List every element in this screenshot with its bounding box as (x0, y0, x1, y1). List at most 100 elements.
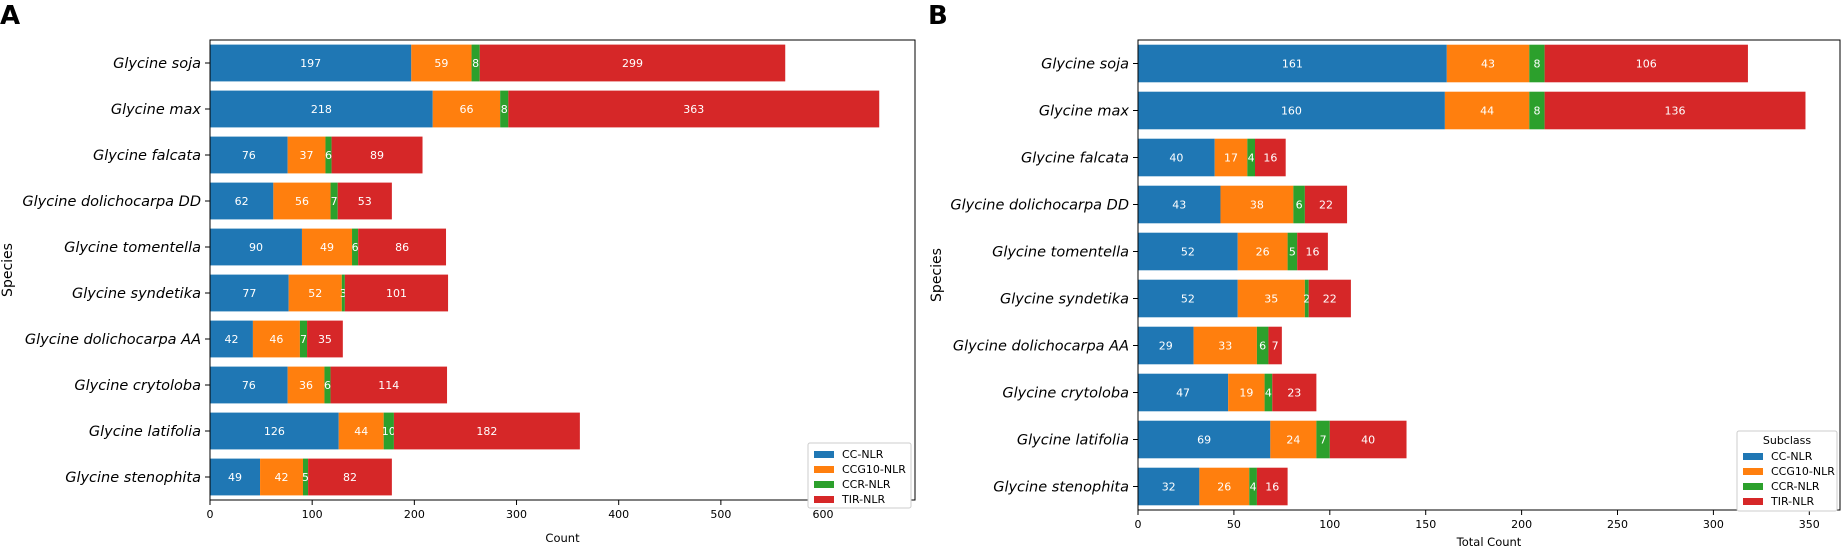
bar-segment-ccr-nlr (1287, 232, 1298, 271)
data-label: 5 (302, 471, 309, 484)
bar-segment-cc-nlr (1138, 185, 1221, 224)
data-label: 114 (378, 379, 399, 392)
x-tick-label: 0 (207, 508, 214, 521)
bar-segment-ccg10-nlr (1237, 279, 1305, 318)
bar-segment-tir-nlr (393, 412, 580, 450)
data-label: 7 (331, 195, 338, 208)
bar-segment-ccg10-nlr (1446, 44, 1530, 83)
x-tick-label: 500 (710, 508, 731, 521)
legend-entry: CCG10-NLR (842, 463, 906, 476)
bar-segment-tir-nlr (1329, 420, 1407, 459)
bar-segment-cc-nlr (210, 136, 288, 174)
bar-segment-tir-nlr (1297, 232, 1328, 271)
bar-segment-tir-nlr (331, 136, 423, 174)
data-label: 6 (1296, 199, 1303, 212)
data-label: 82 (343, 471, 357, 484)
species-label: Glycine dolichocarpa AA (953, 339, 1129, 355)
data-label: 7 (1272, 340, 1279, 353)
x-tick-label: 50 (1227, 518, 1241, 531)
plot-frame (1137, 39, 1841, 511)
data-label: 101 (386, 287, 407, 300)
data-label: 56 (295, 195, 309, 208)
data-label: 7 (300, 333, 307, 346)
data-label: 22 (1323, 293, 1337, 306)
x-tick-label: 150 (1415, 518, 1436, 531)
data-label: 126 (264, 425, 285, 438)
data-label: 22 (1319, 199, 1333, 212)
data-label: 8 (1533, 58, 1540, 71)
data-label: 35 (1264, 293, 1278, 306)
bar-segment-tir-nlr (1268, 326, 1282, 365)
bar-segment-tir-nlr (1308, 279, 1351, 318)
legend-entry: TIR-NLR (841, 493, 885, 506)
data-label: 35 (318, 333, 332, 346)
data-label: 16 (1263, 152, 1277, 165)
bar-segment-cc-nlr (210, 366, 288, 404)
bar-segment-ccg10-nlr (301, 228, 353, 266)
data-label: 38 (1250, 199, 1264, 212)
data-label: 24 (1286, 434, 1300, 447)
panel-letter: B (928, 1, 948, 31)
bar-segment-ccr-nlr (471, 44, 480, 82)
data-label: 53 (358, 195, 372, 208)
data-label: 49 (320, 241, 334, 254)
legend-swatch (1743, 468, 1763, 475)
bar-segment-ccg10-nlr (1199, 467, 1250, 506)
species-label: Glycine crytoloba (1002, 386, 1129, 402)
bar-segment-ccr-nlr (1304, 279, 1309, 318)
data-label: 52 (1181, 246, 1195, 259)
bar-segment-ccr-nlr (325, 136, 332, 174)
data-label: 76 (242, 379, 256, 392)
data-label: 160 (1281, 105, 1302, 118)
bar-segment-tir-nlr (344, 274, 449, 312)
data-label: 89 (370, 149, 384, 162)
bar-segment-ccr-nlr (1316, 420, 1330, 459)
data-label: 4 (1248, 152, 1255, 165)
species-label: Glycine falcata (93, 148, 201, 164)
data-label: 19 (1239, 387, 1253, 400)
bar-segment-ccg10-nlr (1220, 185, 1294, 224)
legend-box (807, 442, 912, 509)
bar-segment-cc-nlr (1138, 420, 1271, 459)
data-label: 5 (1289, 246, 1296, 259)
data-label: 59 (434, 57, 448, 70)
data-label: 37 (300, 149, 314, 162)
panel-letter: A (0, 1, 20, 31)
bar-segment-tir-nlr (1255, 138, 1286, 177)
species-label: Glycine stenophita (65, 470, 201, 486)
bar-segment-cc-nlr (1138, 467, 1200, 506)
bar-segment-tir-nlr (508, 90, 880, 128)
bar-segment-ccg10-nlr (411, 44, 472, 82)
data-label: 66 (459, 103, 473, 116)
bar-segment-cc-nlr (1138, 232, 1238, 271)
data-label: 6 (352, 241, 359, 254)
y-axis-label: Species (929, 248, 945, 302)
plot-frame (209, 39, 916, 501)
legend-entry: CC-NLR (842, 448, 884, 461)
bar-segment-ccg10-nlr (1214, 138, 1248, 177)
data-label: 3 (340, 287, 347, 300)
bar-segment-ccg10-nlr (338, 412, 384, 450)
bar-segment-cc-nlr (1138, 91, 1445, 130)
legend-entry: CCR-NLR (1771, 480, 1820, 493)
bar-segment-ccg10-nlr (1237, 232, 1288, 271)
x-tick-label: 200 (1511, 518, 1532, 531)
data-label: 47 (1176, 387, 1190, 400)
data-label: 4 (1250, 481, 1257, 494)
bar-segment-ccr-nlr (1264, 373, 1273, 412)
x-tick-label: 0 (1135, 518, 1142, 531)
bar-segment-tir-nlr (330, 366, 448, 404)
legend-swatch (1743, 483, 1763, 490)
data-label: 7 (1320, 434, 1327, 447)
bar-segment-ccg10-nlr (287, 136, 326, 174)
bar-segment-ccr-nlr (352, 228, 359, 266)
bar-segment-tir-nlr (1256, 467, 1288, 506)
data-label: 32 (1162, 481, 1176, 494)
bar-segment-tir-nlr (307, 320, 343, 358)
species-label: Glycine dolichocarpa DD (22, 194, 201, 210)
bar-segment-ccr-nlr (1293, 185, 1305, 224)
bar-segment-ccg10-nlr (287, 366, 325, 404)
species-label: Glycine latifolia (1017, 433, 1129, 449)
bar-segment-cc-nlr (210, 182, 274, 220)
